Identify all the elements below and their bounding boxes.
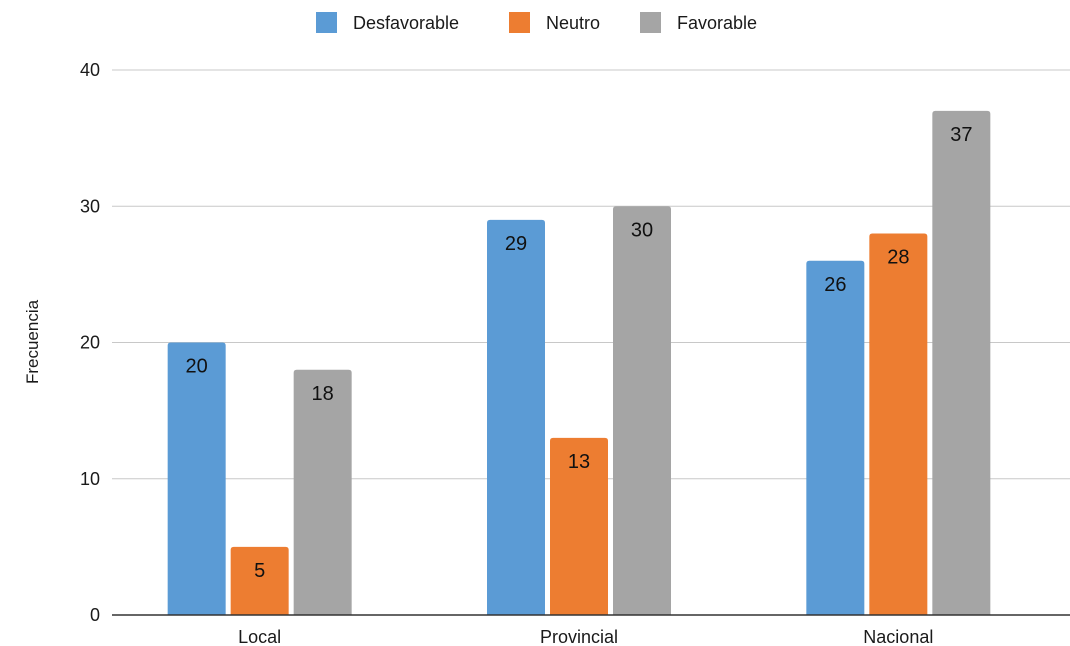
- legend-label: Favorable: [677, 13, 757, 33]
- bar-favorable-local: [293, 369, 352, 615]
- y-axis-ticks: 0 10 20 30 40: [80, 60, 100, 625]
- data-label: 13: [568, 451, 590, 473]
- y-tick-label: 0: [90, 605, 100, 625]
- bar-neutro-nacional: [869, 233, 928, 615]
- bar-neutro-provincial: [550, 437, 608, 615]
- x-category-label: Provincial: [540, 627, 618, 646]
- legend-swatch-neutro: [509, 12, 530, 33]
- data-label: 5: [254, 560, 265, 582]
- bar-series: 20 5 18 29 13 30 26 28 37: [167, 110, 991, 615]
- bar-desfavorable-local: [167, 342, 226, 615]
- legend-label: Desfavorable: [353, 13, 459, 33]
- bar-favorable-provincial: [613, 206, 671, 615]
- x-axis-categories: Local Provincial Nacional: [238, 627, 933, 646]
- y-tick-label: 30: [80, 196, 100, 216]
- data-label: 30: [631, 219, 653, 241]
- legend-swatch-favorable: [640, 12, 661, 33]
- bar-desfavorable-nacional: [806, 260, 865, 615]
- bar-favorable-nacional: [932, 110, 991, 615]
- bar-desfavorable-provincial: [487, 219, 545, 615]
- data-label: 26: [824, 274, 846, 296]
- y-tick-label: 20: [80, 333, 100, 353]
- y-tick-label: 40: [80, 60, 100, 80]
- chart-legend: Desfavorable Neutro Favorable: [316, 12, 757, 33]
- x-category-label: Local: [238, 627, 281, 646]
- x-category-label: Nacional: [863, 627, 933, 646]
- bar-neutro-local: [230, 546, 289, 615]
- data-label: 20: [186, 356, 208, 378]
- y-axis-title: Frecuencia: [23, 299, 42, 384]
- data-label: 28: [887, 247, 909, 269]
- legend-label: Neutro: [546, 13, 600, 33]
- data-label: 29: [505, 233, 527, 255]
- data-label: 18: [312, 383, 334, 405]
- data-label: 37: [950, 124, 972, 146]
- y-tick-label: 10: [80, 469, 100, 489]
- legend-swatch-desfavorable: [316, 12, 337, 33]
